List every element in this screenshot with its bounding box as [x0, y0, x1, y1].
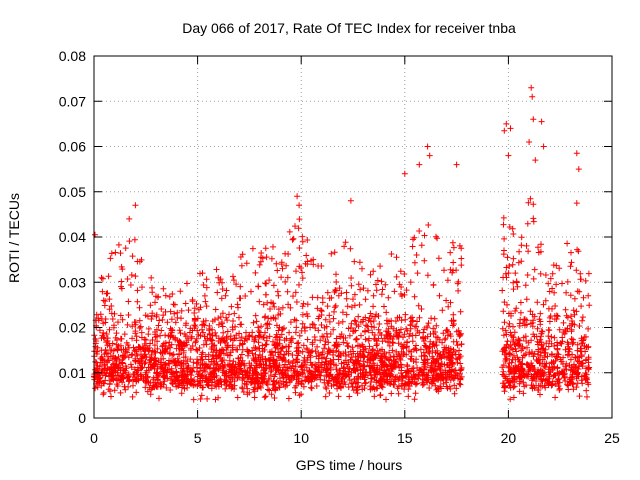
y-tick-label: 0.03	[59, 274, 86, 290]
y-tick-label: 0.08	[59, 48, 86, 64]
outlier-point	[424, 143, 431, 150]
outlier-point	[573, 200, 580, 207]
outlier-point	[416, 161, 423, 168]
outlier-point	[529, 93, 536, 100]
outlier-point	[538, 118, 545, 125]
scatter-markers	[91, 195, 593, 403]
outlier-point	[540, 143, 547, 150]
y-tick-label: 0	[78, 410, 86, 426]
outlier-point	[401, 170, 408, 177]
outlier-point	[294, 193, 301, 200]
y-tick-label: 0.05	[59, 184, 86, 200]
outlier-point	[528, 84, 535, 91]
outlier-point	[132, 202, 139, 209]
ticks-layer	[93, 55, 613, 419]
outlier-point	[573, 150, 580, 157]
x-tick-label: 20	[501, 430, 517, 446]
outlier-point	[505, 152, 512, 159]
outlier-point	[296, 202, 303, 209]
x-tick-label: 25	[604, 430, 620, 446]
outlier-point	[126, 215, 133, 222]
y-tick-label: 0.04	[59, 229, 86, 245]
y-tick-label: 0.07	[59, 93, 86, 109]
outlier-point	[526, 139, 533, 145]
outlier-point	[530, 116, 537, 123]
x-axis-label: GPS time / hours	[296, 457, 403, 473]
y-tick-label: 0.01	[59, 365, 86, 381]
outlier-point	[453, 161, 460, 168]
outlier-point	[503, 120, 510, 127]
outlier-point	[532, 157, 539, 164]
data-points	[91, 84, 593, 403]
outlier-point	[501, 127, 508, 134]
outlier-point	[507, 125, 514, 132]
chart-title: Day 066 of 2017, Rate Of TEC Index for r…	[182, 20, 516, 36]
outlier-point	[575, 166, 582, 173]
y-axis-label: ROTI / TECUs	[6, 193, 22, 283]
x-tick-label: 15	[397, 430, 413, 446]
outlier-point	[347, 197, 354, 204]
y-tick-label: 0.06	[59, 139, 86, 155]
tick-labels-layer: 0 0.01 0.02 0.03 0.04 0.05 0.06 0.07 0.08 0 5 10 15 2…	[59, 48, 620, 446]
x-tick-label: 5	[194, 430, 202, 446]
y-tick-label: 0.02	[59, 320, 86, 336]
x-tick-label: 0	[90, 430, 98, 446]
x-tick-label: 10	[293, 430, 309, 446]
outlier-point	[426, 152, 433, 159]
